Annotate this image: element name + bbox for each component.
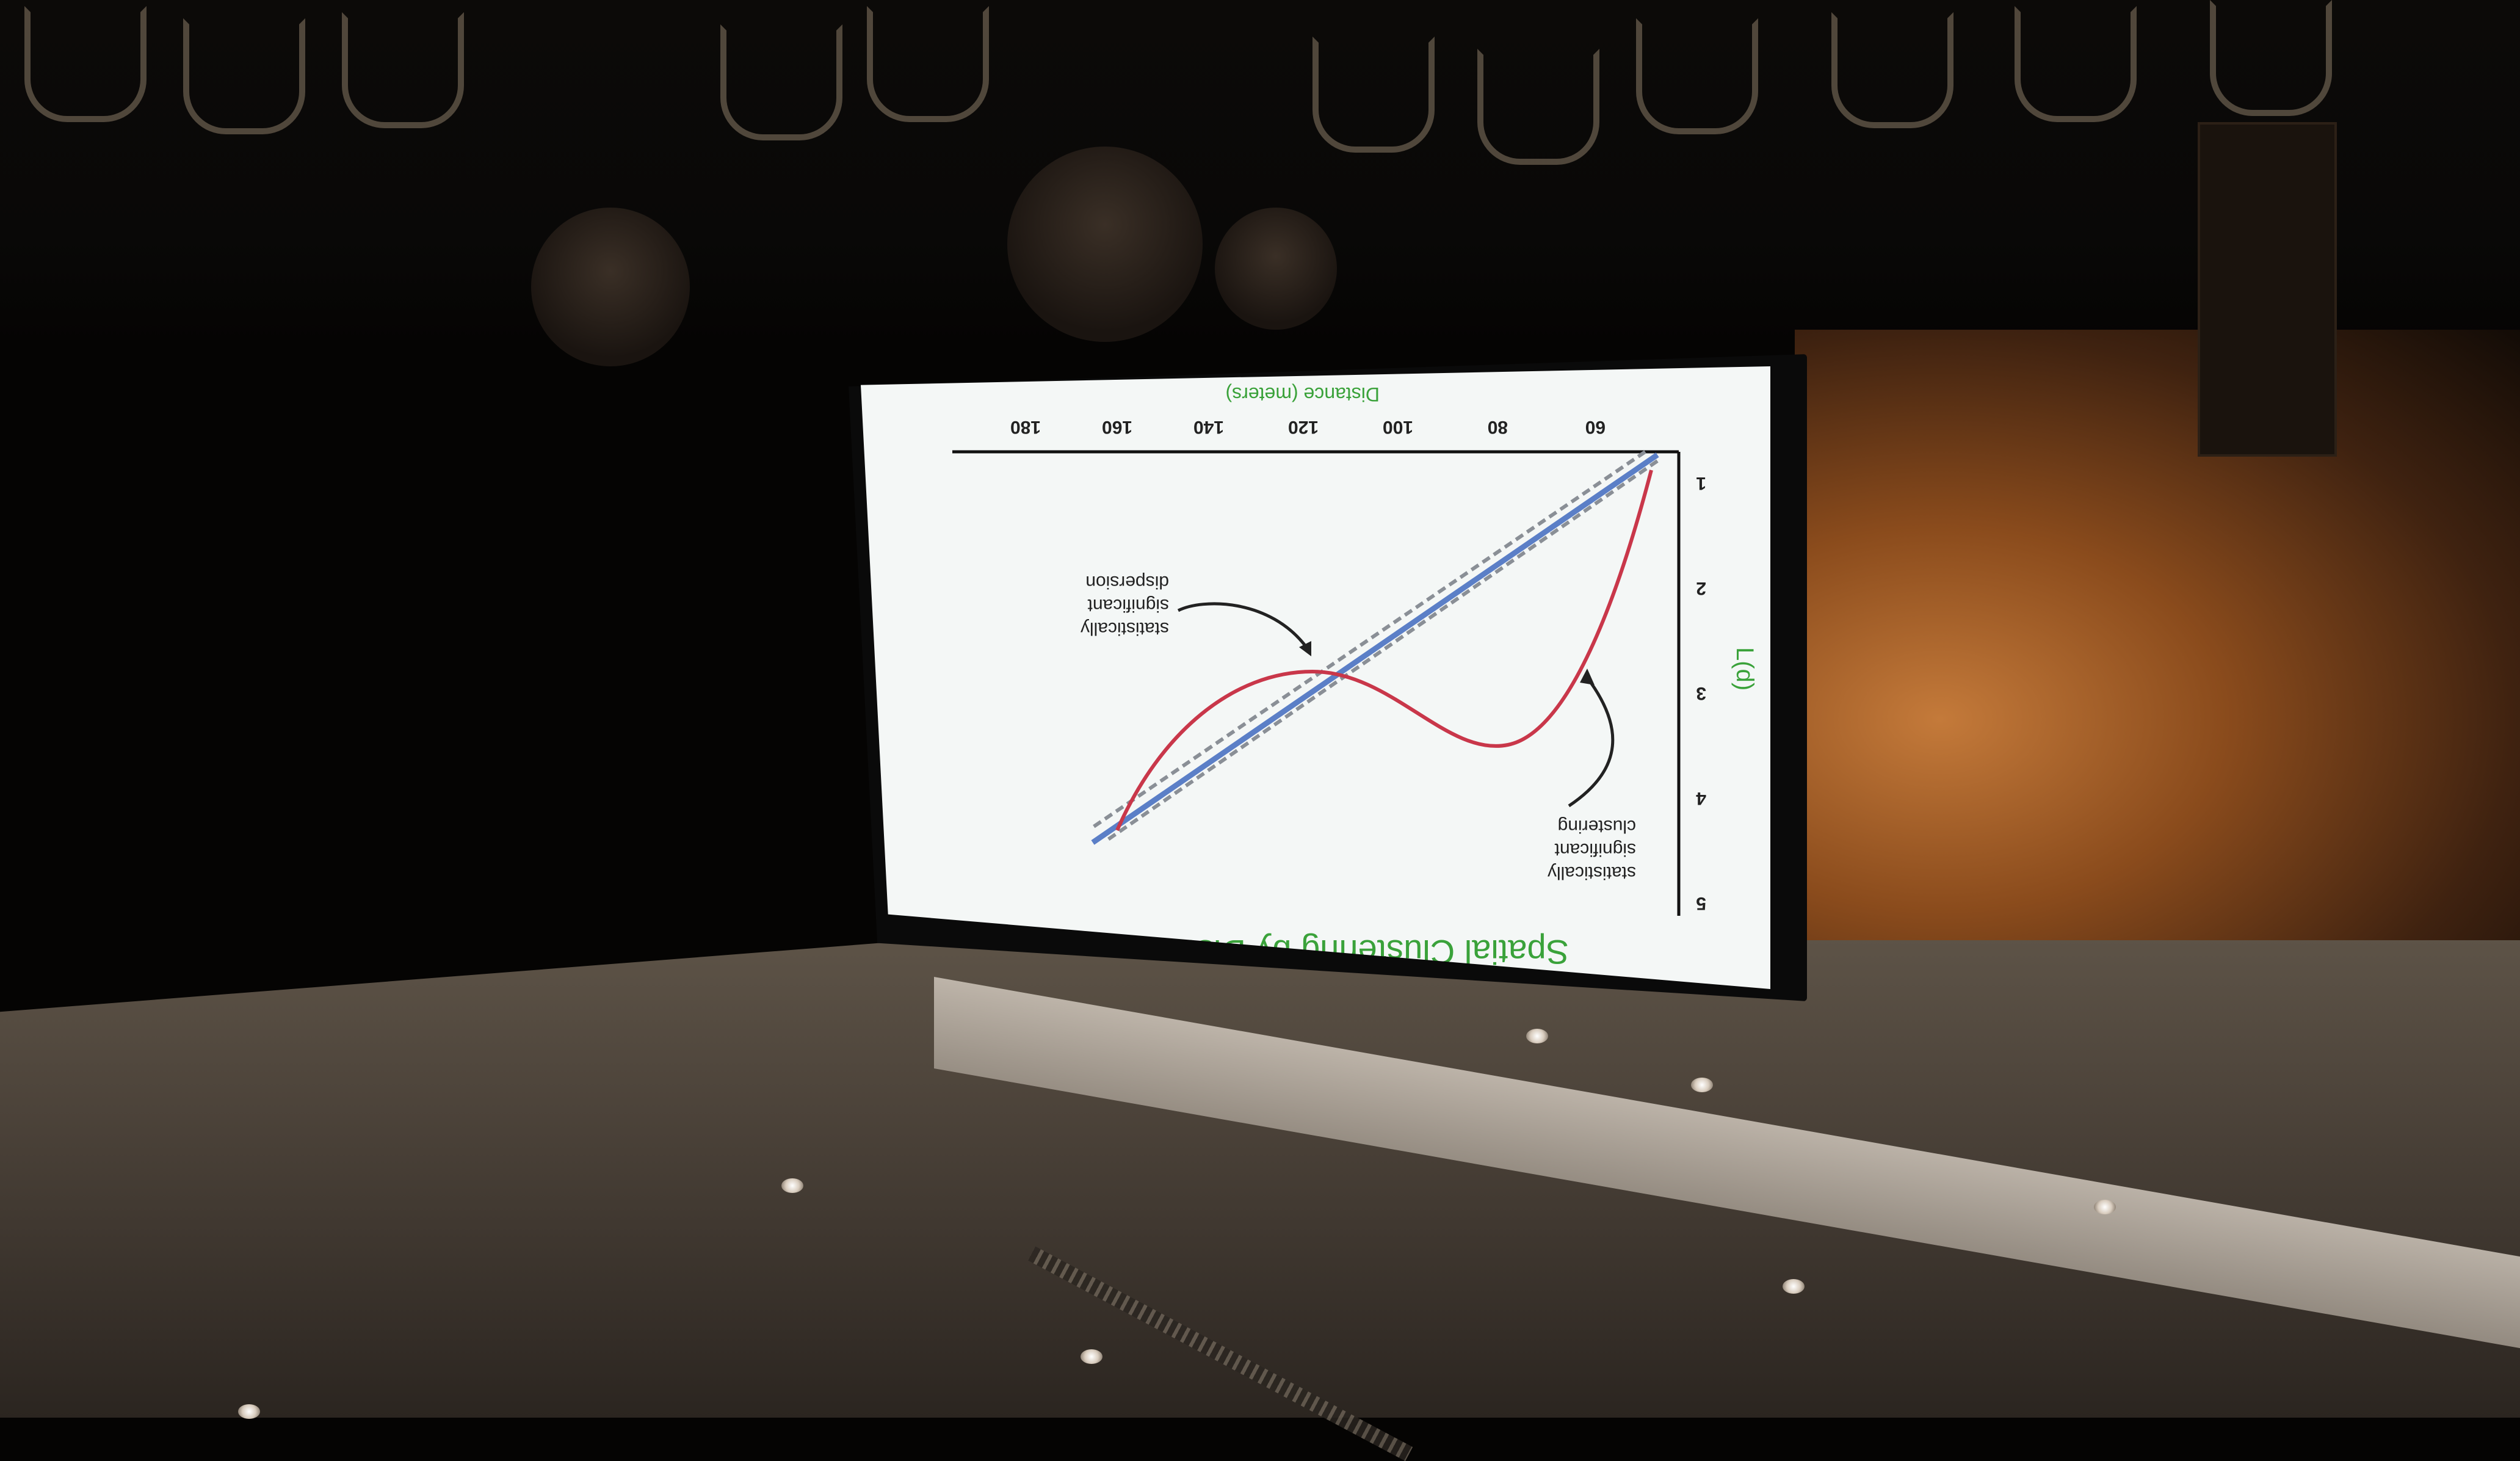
stage-floor bbox=[0, 940, 2520, 1418]
audience-seating bbox=[0, 0, 2520, 366]
seat bbox=[2210, 0, 2332, 116]
floor-light bbox=[1783, 1279, 1805, 1294]
y-axis-label: L(d) bbox=[1731, 647, 1758, 691]
seat bbox=[1831, 12, 1953, 128]
annotation-clustering-line: clustering bbox=[1558, 816, 1636, 836]
y-tick-label: 2 bbox=[1696, 578, 1706, 598]
floor-light bbox=[2094, 1200, 2116, 1214]
annotation-dispersion-line: dispersion bbox=[1085, 572, 1169, 592]
y-tick-label: 3 bbox=[1696, 683, 1706, 703]
slide: Spatial Clustering by Distance 5 4 3 2 1… bbox=[861, 366, 1770, 989]
x-tick-label: 60 bbox=[1585, 417, 1606, 437]
floor-light bbox=[238, 1404, 260, 1419]
annotation-clustering-line: significant bbox=[1554, 839, 1636, 860]
dispersion-arrow bbox=[1177, 602, 1308, 648]
floor-light bbox=[1526, 1029, 1548, 1043]
seat bbox=[2015, 6, 2137, 122]
x-tick-label: 80 bbox=[1488, 417, 1508, 437]
x-tick-label: 120 bbox=[1288, 417, 1319, 437]
y-tick-label: 5 bbox=[1696, 893, 1706, 913]
ripley-k-chart: 5 4 3 2 1 L(d) 60 80 100 120 140 160 180… bbox=[952, 383, 1758, 916]
clustering-arrow bbox=[1568, 676, 1615, 808]
floor-light bbox=[1691, 1078, 1713, 1092]
lit-wall bbox=[1795, 330, 2520, 1038]
seat bbox=[342, 12, 464, 128]
floor-light bbox=[781, 1178, 803, 1193]
lower-envelope-line bbox=[1092, 450, 1646, 829]
seat bbox=[24, 6, 147, 122]
seat bbox=[183, 18, 305, 134]
y-tick-label: 1 bbox=[1696, 473, 1706, 493]
annotation-dispersion-line: significant bbox=[1087, 595, 1169, 615]
audience-member bbox=[531, 208, 690, 366]
monitor-screen: Spatial Clustering by Distance 5 4 3 2 1… bbox=[861, 366, 1770, 989]
x-axis-label: Distance (meters) bbox=[1226, 383, 1380, 405]
x-tick-label: 100 bbox=[1383, 417, 1413, 437]
expected-line bbox=[1091, 452, 1659, 845]
observed-curve bbox=[1115, 469, 1653, 832]
upper-envelope-line bbox=[1107, 459, 1659, 841]
x-tick-label: 180 bbox=[1010, 417, 1041, 437]
annotation-dispersion-line: statistically bbox=[1081, 618, 1169, 639]
x-tick-label: 140 bbox=[1193, 417, 1224, 437]
x-tick-label: 160 bbox=[1102, 417, 1132, 437]
dispersion-arrowhead bbox=[1299, 641, 1311, 656]
wall-speaker bbox=[2198, 122, 2337, 457]
annotation-clustering-line: statistically bbox=[1548, 863, 1636, 883]
seat bbox=[720, 24, 842, 140]
clustering-arrowhead bbox=[1580, 669, 1595, 685]
audience-member bbox=[1215, 208, 1337, 330]
seat bbox=[867, 6, 989, 122]
seat bbox=[1636, 18, 1758, 134]
seat bbox=[1477, 49, 1599, 165]
audience-member bbox=[1007, 147, 1203, 342]
floor-light bbox=[1081, 1349, 1102, 1364]
seat bbox=[1312, 37, 1435, 153]
y-tick-label: 4 bbox=[1696, 788, 1706, 808]
